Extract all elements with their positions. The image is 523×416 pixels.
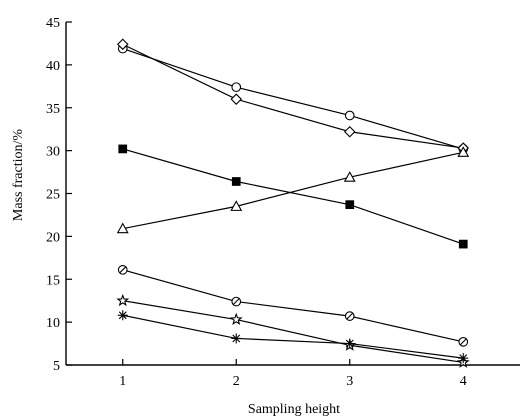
series-group xyxy=(118,39,469,366)
series-line xyxy=(123,301,464,363)
series-circle-slash xyxy=(118,266,467,347)
x-tick-label: 4 xyxy=(460,374,467,389)
circle-slash-point xyxy=(459,338,468,347)
series-line xyxy=(123,270,464,342)
x-tick-label: 2 xyxy=(233,374,240,389)
y-tick-label: 25 xyxy=(46,188,60,203)
x-tick-label: 3 xyxy=(346,374,353,389)
y-tick-label: 5 xyxy=(53,359,60,374)
y-axis-label: Mass fraction/% xyxy=(11,129,26,221)
y-axis-ticks: 5 10 15 20 25 30 35 40 45 xyxy=(46,16,72,374)
square-point xyxy=(346,201,354,209)
diamond-point xyxy=(231,94,241,104)
circle-slash-point xyxy=(232,297,241,306)
y-tick-label: 30 xyxy=(46,145,60,160)
circle-slash-point xyxy=(345,312,354,321)
y-tick-label: 10 xyxy=(46,316,60,331)
series-circle xyxy=(118,44,467,153)
series-triangle xyxy=(118,147,469,232)
series-square xyxy=(119,145,467,248)
star-point xyxy=(118,295,128,304)
series-diamond xyxy=(118,39,469,153)
asterisk-point xyxy=(231,333,241,343)
y-tick-label: 40 xyxy=(46,59,60,74)
x-axis-ticks: 1 2 3 4 xyxy=(119,359,467,389)
square-point xyxy=(459,240,467,248)
square-point xyxy=(119,145,127,153)
y-tick-label: 15 xyxy=(46,273,60,288)
circle-slash-point xyxy=(118,266,127,275)
series-line xyxy=(123,315,464,358)
circle-point xyxy=(232,83,241,92)
star-point xyxy=(231,314,241,323)
asterisk-point xyxy=(345,339,355,349)
asterisk-point xyxy=(118,310,128,320)
y-tick-label: 35 xyxy=(46,102,60,117)
x-tick-label: 1 xyxy=(119,374,126,389)
series-line xyxy=(123,44,464,148)
circle-point xyxy=(345,111,354,120)
y-tick-label: 45 xyxy=(46,16,60,31)
square-point xyxy=(232,178,240,186)
series-line xyxy=(123,49,464,149)
diamond-point xyxy=(345,127,355,137)
y-tick-label: 20 xyxy=(46,230,60,245)
x-axis-label: Sampling height xyxy=(248,402,340,416)
asterisk-point xyxy=(458,353,468,363)
